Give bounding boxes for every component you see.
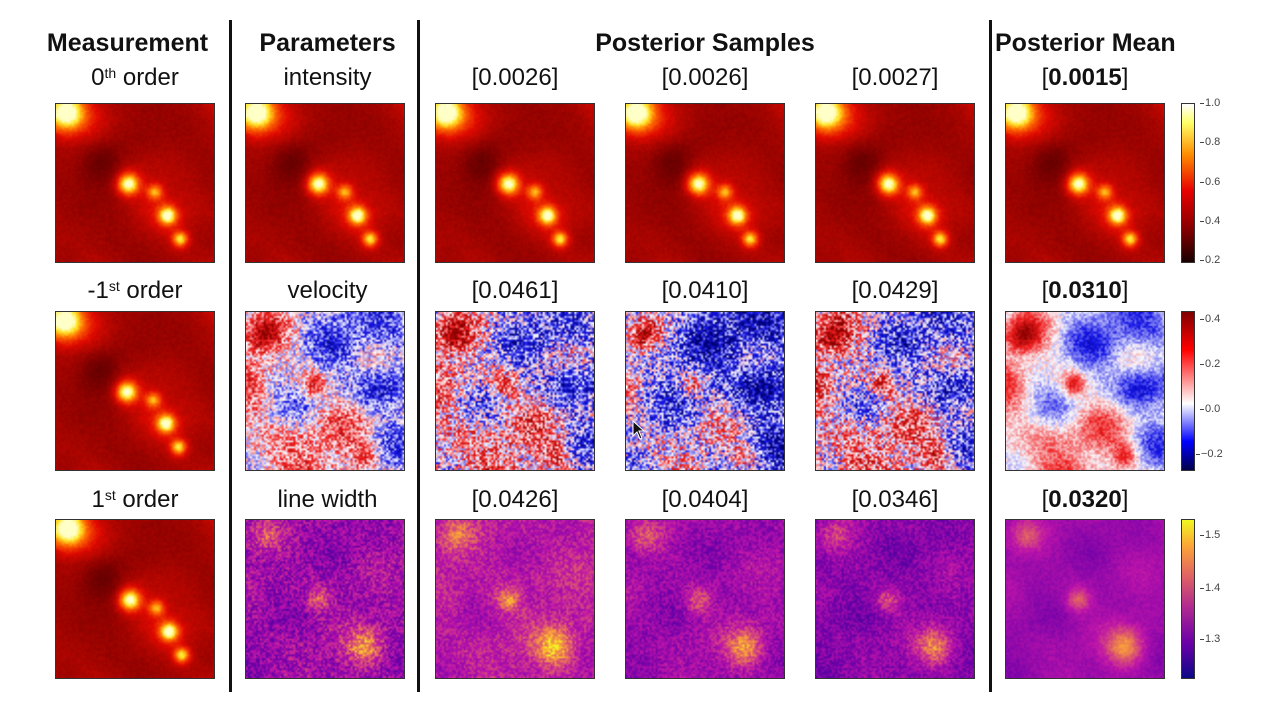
sample-image-row-1-col-1	[625, 311, 785, 471]
measurement-image-row-0	[55, 103, 215, 263]
mean-value-row-1: [0.0310]	[1041, 277, 1129, 304]
measurement-label-row-0: 0th order	[91, 64, 179, 91]
divider-parameters-samples	[417, 20, 420, 692]
mean-image-row-2	[1005, 519, 1165, 679]
posterior-samples-header: Posterior Samples	[595, 29, 815, 57]
sample-value-row-1-col-2: [0.0429]	[851, 277, 939, 304]
sample-image-row-2-col-1	[625, 519, 785, 679]
colorbar-row-0-tick-0: 1.0	[1199, 97, 1221, 109]
mouse-cursor-icon	[632, 420, 646, 440]
measurement-label-row-2: 1st order	[91, 486, 179, 513]
colorbar-row-0-tick-2: 0.6	[1199, 176, 1221, 188]
measurement-image-row-2	[55, 519, 215, 679]
colorbar-row-0-tick-4: 0.2	[1199, 254, 1221, 266]
parameters-header: Parameters	[259, 29, 396, 57]
colorbar-row-1-tick-2: 0.0	[1199, 403, 1221, 415]
mean-value-row-2: [0.0320]	[1041, 486, 1129, 513]
mean-image-row-0	[1005, 103, 1165, 263]
sample-image-row-2-col-0	[435, 519, 595, 679]
sample-image-row-0-col-2	[815, 103, 975, 263]
measurement-image-row-1	[55, 311, 215, 471]
sample-value-row-0-col-2: [0.0027]	[851, 64, 939, 91]
sample-value-row-2-col-1: [0.0404]	[661, 486, 749, 513]
sample-value-row-0-col-1: [0.0026]	[661, 64, 749, 91]
parameter-label-row-0: intensity	[283, 64, 372, 91]
parameter-image-row-0	[245, 103, 405, 263]
colorbar-row-0	[1181, 103, 1195, 263]
colorbar-row-2-tick-2: 1.3	[1199, 633, 1221, 645]
colorbar-row-2	[1181, 519, 1195, 679]
measurement-header: Measurement	[46, 29, 209, 57]
colorbar-row-2-tick-1: 1.4	[1199, 582, 1221, 594]
sample-image-row-0-col-0	[435, 103, 595, 263]
sample-value-row-2-col-2: [0.0346]	[851, 486, 939, 513]
colorbar-row-1	[1181, 311, 1195, 471]
mean-image-row-1	[1005, 311, 1165, 471]
colorbar-row-2-tick-0: 1.5	[1199, 529, 1221, 541]
sample-image-row-2-col-2	[815, 519, 975, 679]
colorbar-row-1-tick-0: 0.4	[1199, 313, 1221, 325]
measurement-label-row-1: -1st order	[87, 277, 183, 304]
parameter-label-row-1: velocity	[287, 277, 368, 304]
divider-measurement-parameters	[229, 20, 232, 692]
colorbar-row-1-tick-1: 0.2	[1199, 358, 1221, 370]
parameter-image-row-1	[245, 311, 405, 471]
sample-image-row-1-col-2	[815, 311, 975, 471]
mean-value-row-0: [0.0015]	[1041, 64, 1129, 91]
parameter-label-row-2: line width	[277, 486, 378, 513]
sample-value-row-1-col-0: [0.0461]	[471, 277, 559, 304]
sample-image-row-0-col-1	[625, 103, 785, 263]
parameter-image-row-2	[245, 519, 405, 679]
colorbar-row-0-tick-1: 0.8	[1199, 136, 1221, 148]
sample-image-row-1-col-0	[435, 311, 595, 471]
colorbar-row-1-tick-3: −0.2	[1196, 448, 1223, 460]
sample-value-row-0-col-0: [0.0026]	[471, 64, 559, 91]
divider-samples-mean	[989, 20, 992, 692]
colorbar-row-0-tick-3: 0.4	[1199, 215, 1221, 227]
posterior-mean-header: Posterior Mean	[995, 29, 1176, 57]
sample-value-row-1-col-1: [0.0410]	[661, 277, 749, 304]
sample-value-row-2-col-0: [0.0426]	[471, 486, 559, 513]
